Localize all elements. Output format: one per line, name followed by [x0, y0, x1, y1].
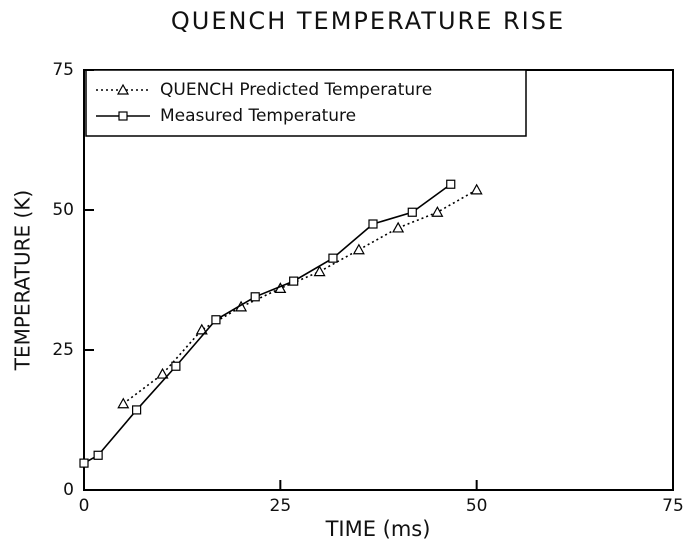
data-point	[79, 458, 89, 468]
data-point	[431, 206, 444, 217]
data-point	[156, 367, 169, 379]
legend-label: Measured Temperature	[160, 106, 356, 126]
data-point	[195, 323, 208, 335]
legend-marker	[118, 111, 128, 121]
chart-title: QUENCH TEMPERATURE RISE	[171, 7, 565, 35]
x-tick-label: 0	[79, 496, 90, 516]
data-point	[313, 265, 326, 277]
data-point	[470, 183, 483, 195]
data-point	[328, 253, 338, 263]
x-tick-label: 75	[662, 496, 684, 516]
data-point	[407, 207, 417, 217]
legend-label: QUENCH Predicted Temperature	[160, 80, 432, 100]
legend-box	[85, 69, 527, 137]
y-tick-label: 75	[52, 60, 74, 80]
data-point	[352, 243, 365, 255]
x-tick-label: 25	[270, 496, 292, 516]
data-point	[171, 361, 181, 371]
data-point	[93, 450, 103, 460]
legend-marker	[116, 83, 130, 95]
series-line	[122, 189, 478, 405]
data-point	[117, 397, 130, 409]
data-point	[446, 179, 456, 189]
y-tick-label: 0	[63, 480, 74, 500]
y-axis-label: TEMPERATURE (K)	[11, 190, 35, 372]
x-axis-label: TIME (ms)	[325, 517, 431, 541]
data-point	[392, 221, 405, 233]
data-point	[250, 292, 260, 302]
data-point	[368, 219, 378, 229]
data-point	[132, 405, 142, 415]
y-tick-label: 25	[52, 340, 74, 360]
data-point	[211, 315, 221, 325]
x-tick-label: 50	[466, 496, 488, 516]
y-tick-label: 50	[52, 200, 74, 220]
data-point	[289, 276, 299, 286]
